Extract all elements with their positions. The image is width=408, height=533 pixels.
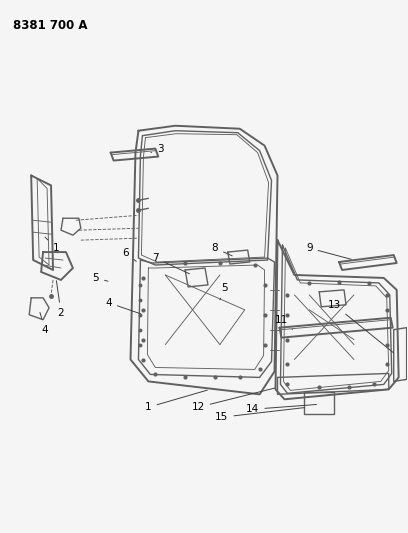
Text: 3: 3 (151, 143, 164, 154)
Text: 4: 4 (40, 312, 49, 335)
Text: 6: 6 (122, 248, 136, 261)
Text: 8381 700 A: 8381 700 A (13, 19, 88, 33)
Text: 9: 9 (306, 243, 351, 260)
Text: 1: 1 (145, 390, 207, 412)
Text: 14: 14 (246, 404, 317, 414)
Text: 1: 1 (45, 237, 59, 253)
Text: 12: 12 (191, 388, 275, 412)
Text: 13: 13 (328, 300, 394, 353)
Text: 8: 8 (212, 243, 232, 256)
Text: 15: 15 (215, 408, 304, 422)
Text: 4: 4 (105, 298, 141, 314)
Text: 2: 2 (56, 281, 64, 318)
Text: 5: 5 (220, 283, 228, 300)
Text: 5: 5 (93, 273, 108, 283)
Text: 11: 11 (275, 314, 293, 330)
Text: 7: 7 (152, 253, 190, 274)
